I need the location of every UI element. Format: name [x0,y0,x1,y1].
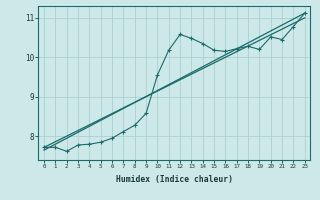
X-axis label: Humidex (Indice chaleur): Humidex (Indice chaleur) [116,175,233,184]
